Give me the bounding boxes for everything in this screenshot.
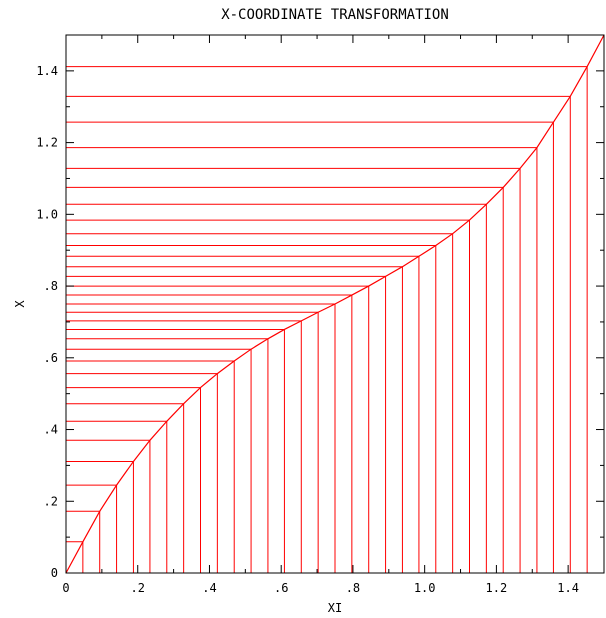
series-layer <box>65 34 605 574</box>
x-tick-label: .4 <box>202 581 216 595</box>
y-axis-title: X <box>13 300 27 308</box>
y-tick-label: 1.4 <box>36 64 58 78</box>
chart-title: X-COORDINATE TRANSFORMATION <box>221 7 449 23</box>
axes-layer: 0 .2 .4 .6 .8 1.0 1.2 1.4 0 .2 .4 .6 .8 1.0 1.2 1.4 <box>36 34 605 595</box>
x-tick-label: .2 <box>131 581 145 595</box>
y-tick-label: .6 <box>44 351 58 365</box>
transformation-curve <box>65 34 605 574</box>
plot-frame <box>65 34 605 574</box>
y-tick-label: .2 <box>44 494 58 508</box>
y-tick-label: 0 <box>51 566 58 580</box>
x-tick-label: 1.0 <box>414 581 436 595</box>
x-tick-label: .6 <box>274 581 288 595</box>
x-tick-label: 1.4 <box>557 581 579 595</box>
y-tick-label: .4 <box>44 423 58 437</box>
x-tick-label: .8 <box>346 581 360 595</box>
x-axis-title: XI <box>328 601 342 615</box>
y-tick-label: .8 <box>44 279 58 293</box>
x-tick-label: 0 <box>62 581 69 595</box>
x-tick-label: 1.2 <box>486 581 508 595</box>
y-tick-label: 1.2 <box>36 136 58 150</box>
y-tick-label: 1.0 <box>36 207 58 221</box>
